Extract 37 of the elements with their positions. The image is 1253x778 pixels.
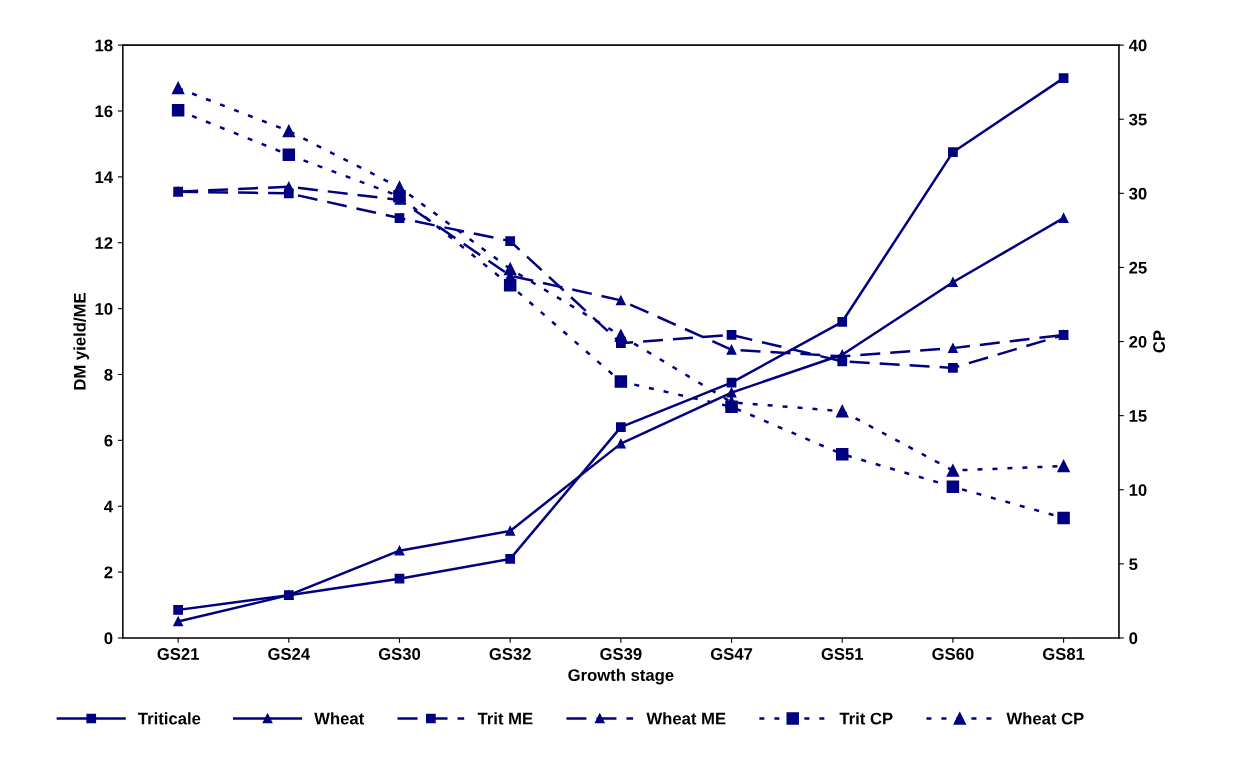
y2-tick-label: 40 [1128, 39, 1147, 52]
x-tick-label: GS39 [600, 648, 642, 660]
x-axis-title: Growth stage [568, 668, 674, 685]
x-tick-label: GS30 [378, 648, 421, 660]
y-tick-label: 2 [104, 566, 113, 579]
legend-label: Wheat ME [646, 712, 726, 725]
legend-label: Wheat CP [1006, 712, 1084, 725]
x-tick-label: GS32 [489, 648, 531, 660]
x-tick-label: GS21 [157, 648, 199, 660]
legend-label: Trit CP [839, 712, 893, 725]
y2-tick-label: 5 [1129, 558, 1138, 571]
legend-label: Wheat [314, 712, 365, 725]
y2-tick-label: 25 [1129, 261, 1147, 274]
x-tick-label: GS47 [710, 648, 753, 660]
y2-tick-label: 35 [1129, 113, 1147, 126]
y2-tick-label: 15 [1129, 410, 1147, 422]
x-tick-label: GS81 [1042, 648, 1085, 660]
legend-label: Triticale [138, 712, 201, 725]
y-tick-label: 8 [104, 368, 113, 381]
y-tick-label: 4 [104, 500, 113, 513]
legend-label: Trit ME [477, 712, 533, 725]
y-tick-label: 0 [104, 632, 113, 645]
y2-tick-label: 20 [1129, 335, 1147, 348]
y2-axis-title: CP [1153, 330, 1165, 353]
y-tick-label: 6 [104, 434, 113, 447]
y-tick-label: 14 [95, 171, 113, 183]
x-tick-label: GS60 [932, 648, 974, 660]
y-tick-label: 10 [95, 303, 113, 315]
y-tick-label: 12 [95, 237, 113, 249]
y-axis-title: DM yield/ME [73, 293, 89, 390]
y2-tick-label: 0 [1129, 632, 1138, 645]
y-tick-label: 18 [95, 39, 113, 52]
y2-tick-label: 10 [1129, 484, 1147, 496]
x-tick-label: GS24 [268, 648, 311, 660]
y2-tick-label: 30 [1129, 187, 1147, 200]
y-tick-label: 16 [95, 105, 113, 118]
x-tick-label: GS51 [821, 648, 864, 660]
